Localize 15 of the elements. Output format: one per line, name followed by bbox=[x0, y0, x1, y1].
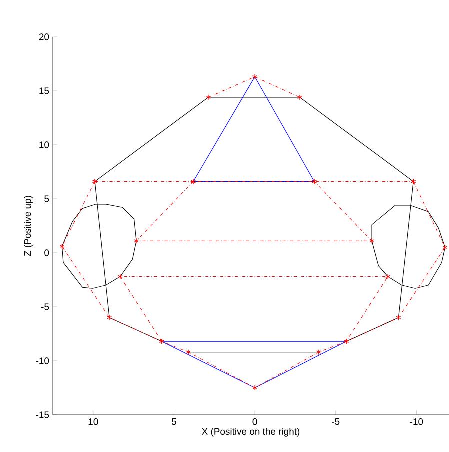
x-axis-title: X (Positive on the right) bbox=[202, 428, 300, 437]
y-tick-label: 10 bbox=[40, 142, 50, 148]
x-tick-label: -10 bbox=[410, 418, 424, 426]
x-tick-label: -5 bbox=[332, 418, 340, 426]
x-tick-label: 10 bbox=[88, 418, 98, 426]
y-tick-label: 15 bbox=[40, 88, 49, 94]
y-tick-label: -15 bbox=[36, 412, 49, 418]
y-tick-label: -10 bbox=[36, 358, 50, 364]
y-tick-label: -5 bbox=[41, 304, 49, 310]
y-axis-title: Z (Positive up) bbox=[24, 196, 33, 256]
x-tick-label: 0 bbox=[252, 418, 258, 426]
x-tick-label: 5 bbox=[172, 418, 176, 426]
y-tick-label: 0 bbox=[44, 250, 50, 256]
y-tick-label: 5 bbox=[44, 196, 49, 202]
y-tick-label: 20 bbox=[39, 34, 50, 40]
